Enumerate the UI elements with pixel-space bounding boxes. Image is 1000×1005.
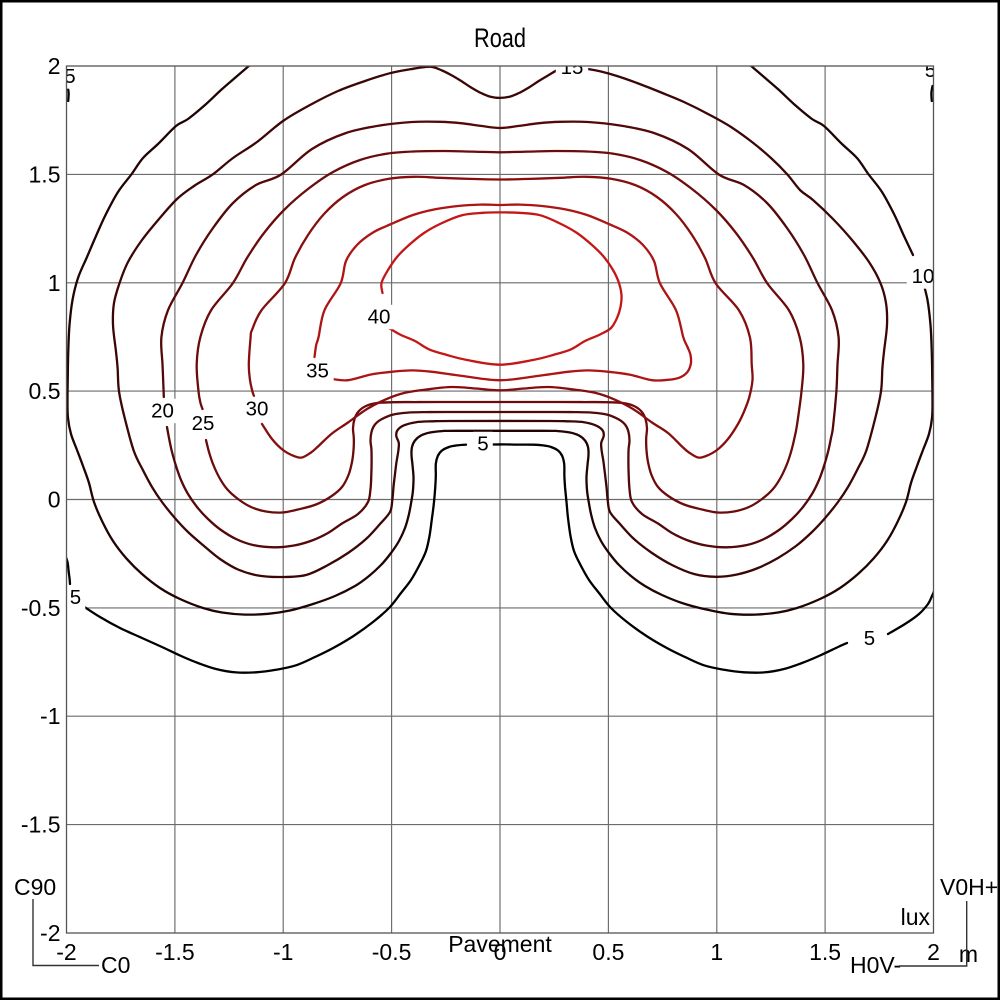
svg-text:5: 5 (864, 627, 875, 650)
svg-text:2: 2 (927, 939, 940, 965)
svg-text:2: 2 (48, 53, 61, 79)
svg-text:-1.5: -1.5 (21, 812, 61, 838)
svg-text:10: 10 (912, 265, 935, 288)
svg-text:1.5: 1.5 (809, 939, 841, 965)
svg-text:m: m (959, 941, 978, 967)
svg-text:5: 5 (477, 433, 488, 456)
svg-text:0: 0 (494, 939, 507, 965)
svg-text:C0: C0 (101, 952, 130, 978)
svg-text:5: 5 (64, 65, 75, 88)
svg-text:lux: lux (901, 904, 931, 930)
svg-text:5: 5 (925, 59, 936, 82)
svg-text:0: 0 (48, 487, 61, 513)
svg-text:30: 30 (246, 398, 269, 421)
svg-text:-2: -2 (56, 939, 76, 965)
svg-text:1: 1 (710, 939, 723, 965)
svg-text:-1: -1 (40, 703, 60, 729)
svg-text:35: 35 (306, 360, 329, 383)
svg-text:-0.5: -0.5 (372, 939, 412, 965)
svg-text:25: 25 (192, 412, 215, 435)
svg-text:H0V-: H0V- (850, 952, 901, 978)
svg-text:C90: C90 (14, 874, 56, 900)
svg-text:Pavement: Pavement (448, 931, 552, 957)
svg-text:-1.5: -1.5 (155, 939, 195, 965)
svg-text:20: 20 (151, 400, 174, 423)
svg-text:15: 15 (561, 56, 584, 79)
svg-text:5: 5 (70, 586, 81, 609)
svg-text:0.5: 0.5 (592, 939, 624, 965)
svg-text:40: 40 (368, 306, 391, 329)
svg-text:1: 1 (48, 270, 61, 296)
svg-text:1.5: 1.5 (29, 161, 61, 187)
svg-text:-2: -2 (40, 920, 60, 946)
svg-text:V0H+: V0H+ (940, 874, 998, 900)
svg-text:Road: Road (474, 23, 526, 53)
svg-text:0.5: 0.5 (29, 378, 61, 404)
svg-text:-1: -1 (273, 939, 293, 965)
svg-text:-0.5: -0.5 (21, 595, 61, 621)
